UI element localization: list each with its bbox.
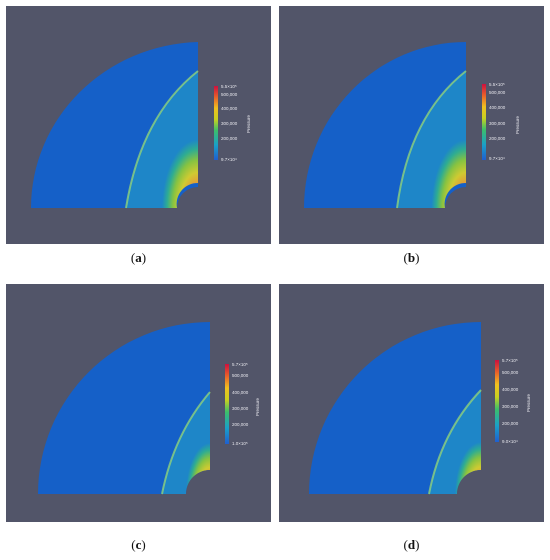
colorbar-tick-a-1: 500,000 <box>221 92 238 97</box>
colorbar-b <box>482 84 486 160</box>
colorbar-title-d: Pressure <box>526 393 531 412</box>
shock-front-b <box>396 70 467 209</box>
cylinder-cutout-d <box>457 470 481 494</box>
shock-region-a <box>126 71 198 208</box>
colorbar-tick-d-2: 400,000 <box>502 387 519 392</box>
shock-front-d <box>428 389 482 495</box>
colorbar-tick-a-3: 300,000 <box>221 121 238 126</box>
colorbar-tick-a-5: 9.7×10⁴ <box>221 157 237 162</box>
colorbar-tick-c-3: 300,000 <box>232 406 249 411</box>
colorbar-tick-b-1: 500,000 <box>489 90 506 95</box>
panel-d: 5.7×10⁵ 500,000 400,000 300,000 200,000 … <box>279 284 544 522</box>
colorbar-tick-a-0: 5.5×10⁵ <box>221 84 237 89</box>
cylinder-cutout-c <box>186 470 210 494</box>
colorbar-tick-d-4: 200,000 <box>502 421 519 426</box>
colorbar-tick-a-4: 200,000 <box>221 136 238 141</box>
shock-region-b <box>397 71 466 208</box>
colorbar-tick-c-1: 500,000 <box>232 373 249 378</box>
colorbar-tick-d-3: 300,000 <box>502 404 519 409</box>
pressure-plot-d: 5.7×10⁵ 500,000 400,000 300,000 200,000 … <box>309 322 531 495</box>
pressure-plot-a: 5.5×10⁵ 500,000 400,000 300,000 200,000 … <box>30 42 251 209</box>
panel-c: 5.7×10⁵ 500,000 400,000 300,000 200,000 … <box>6 284 271 522</box>
caption-d: (d) <box>403 537 420 552</box>
colorbar-a <box>214 86 218 160</box>
colorbar-tick-c-5: 1.0×10⁵ <box>232 441 248 446</box>
colorbar-tick-d-1: 500,000 <box>502 370 519 375</box>
pressure-plot-b: 5.5×10⁵ 500,000 400,000 300,000 200,000 … <box>304 42 520 209</box>
shock-front-a <box>125 70 199 209</box>
colorbar-tick-c-0: 5.7×10⁵ <box>232 362 248 367</box>
colorbar-d <box>495 360 499 442</box>
caption-b: (b) <box>403 250 420 265</box>
colorbar-title-c: Pressure <box>255 397 260 416</box>
colorbar-tick-b-4: 200,000 <box>489 136 506 141</box>
colorbar-tick-b-3: 300,000 <box>489 121 506 126</box>
quarter-domain-c <box>38 322 210 494</box>
caption-a: (a) <box>130 250 147 265</box>
colorbar-tick-d-0: 5.7×10⁵ <box>502 358 518 363</box>
cylinder-cutout-a <box>177 187 198 208</box>
colorbar-c <box>225 364 229 444</box>
caption-c: (c) <box>131 537 146 552</box>
shock-region-d <box>429 390 481 494</box>
colorbar-tick-a-2: 400,000 <box>221 106 238 111</box>
colorbar-tick-d-5: 9.0×10⁴ <box>502 439 518 444</box>
colorbar-title-a: Pressure <box>246 114 251 133</box>
colorbar-tick-b-5: 9.7×10⁴ <box>489 156 505 161</box>
colorbar-tick-b-0: 5.5×10⁵ <box>489 82 505 87</box>
panel-a: 5.5×10⁵ 500,000 400,000 300,000 200,000 … <box>6 6 271 244</box>
pressure-plot-c: 5.7×10⁵ 500,000 400,000 300,000 200,000 … <box>38 322 260 495</box>
colorbar-tick-b-2: 400,000 <box>489 105 506 110</box>
shock-region-c <box>162 392 210 494</box>
cylinder-cutout-b <box>445 187 466 208</box>
colorbar-title-b: Pressure <box>515 115 520 134</box>
panel-b: 5.5×10⁵ 500,000 400,000 300,000 200,000 … <box>279 6 544 244</box>
colorbar-tick-c-2: 400,000 <box>232 390 249 395</box>
quarter-domain-d <box>309 322 481 494</box>
shock-front-c <box>161 391 211 495</box>
colorbar-tick-c-4: 200,000 <box>232 422 249 427</box>
